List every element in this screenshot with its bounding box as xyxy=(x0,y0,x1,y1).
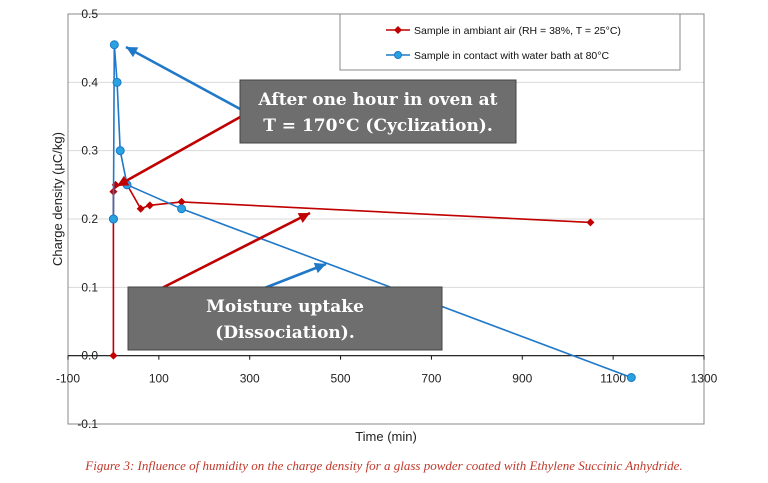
arrow-oven-to-peak-head xyxy=(126,47,139,58)
legend: Sample in ambiant air (RH = 38%, T = 25°… xyxy=(339,13,681,71)
data-point xyxy=(626,373,636,383)
x-axis-title: Time (min) xyxy=(355,429,417,444)
arrow-moisture-to-ambient xyxy=(159,211,311,291)
y-tick-label: 0.5 xyxy=(81,7,98,21)
x-tick-label: 300 xyxy=(240,372,260,386)
data-point xyxy=(109,40,119,50)
y-tick-label: 0.0 xyxy=(81,349,98,363)
legend-label-water-bath: Sample in contact with water bath at 80°… xyxy=(414,50,609,62)
data-point xyxy=(108,214,118,224)
x-tick-label: 500 xyxy=(331,372,351,386)
callout-oven-box xyxy=(239,79,517,144)
y-tick-label: 0.3 xyxy=(81,144,98,158)
callout-moisture: Moisture uptake (Dissociation). xyxy=(127,286,443,351)
y-tick-label: 0.1 xyxy=(81,280,98,294)
callout-moisture-line1: Moisture uptake xyxy=(206,297,364,317)
legend-box xyxy=(339,13,681,71)
legend-marker-ambient xyxy=(394,26,402,34)
data-point xyxy=(586,218,595,227)
arrow-oven-to-ambient xyxy=(116,114,243,188)
figure-caption: Figure 3: Influence of humidity on the c… xyxy=(85,458,683,473)
arrow-moisture-to-ambient-head xyxy=(297,213,310,223)
data-point xyxy=(177,204,187,214)
callout-oven: After one hour in oven at T = 170°C (Cyc… xyxy=(239,79,517,144)
x-tick-label: 1100 xyxy=(600,372,626,386)
arrow-oven-to-peak xyxy=(125,45,243,112)
x-tick-label: 700 xyxy=(421,372,441,386)
annotation-arrows xyxy=(116,45,327,291)
legend-marker-water-bath xyxy=(394,51,402,59)
data-point xyxy=(109,351,118,360)
x-tick-label: -100 xyxy=(56,372,80,386)
y-tick-label: 0.2 xyxy=(81,212,98,226)
data-point xyxy=(136,204,145,213)
gridlines xyxy=(68,13,704,425)
arrow-oven-to-ambient-head xyxy=(117,175,130,186)
callout-moisture-line2: (Dissociation). xyxy=(215,323,355,343)
x-tick-label: 1300 xyxy=(691,372,718,386)
x-tick-label: 100 xyxy=(149,372,169,386)
y-tick-label: 0.4 xyxy=(81,75,98,89)
y-tick-label: -0.1 xyxy=(77,417,98,431)
data-point xyxy=(115,146,125,156)
data-point xyxy=(112,77,122,87)
x-tick-label: 900 xyxy=(512,372,532,386)
callout-oven-line1: After one hour in oven at xyxy=(257,90,497,110)
tick-labels: -100 100 300 500 700 900 1100 1300 -0.1 0.0 0.1 0.2… xyxy=(56,7,718,431)
data-point xyxy=(177,197,186,206)
y-axis-title: Charge density (µC/kg) xyxy=(50,132,65,266)
arrow-moisture-to-water-bath xyxy=(261,262,327,291)
arrow-moisture-to-water-bath-head xyxy=(313,262,326,274)
data-point xyxy=(145,201,154,210)
callout-moisture-box xyxy=(127,286,443,351)
callout-oven-line2: T = 170°C (Cyclization). xyxy=(263,116,493,136)
legend-label-ambient: Sample in ambiant air (RH = 38%, T = 25°… xyxy=(414,25,621,37)
